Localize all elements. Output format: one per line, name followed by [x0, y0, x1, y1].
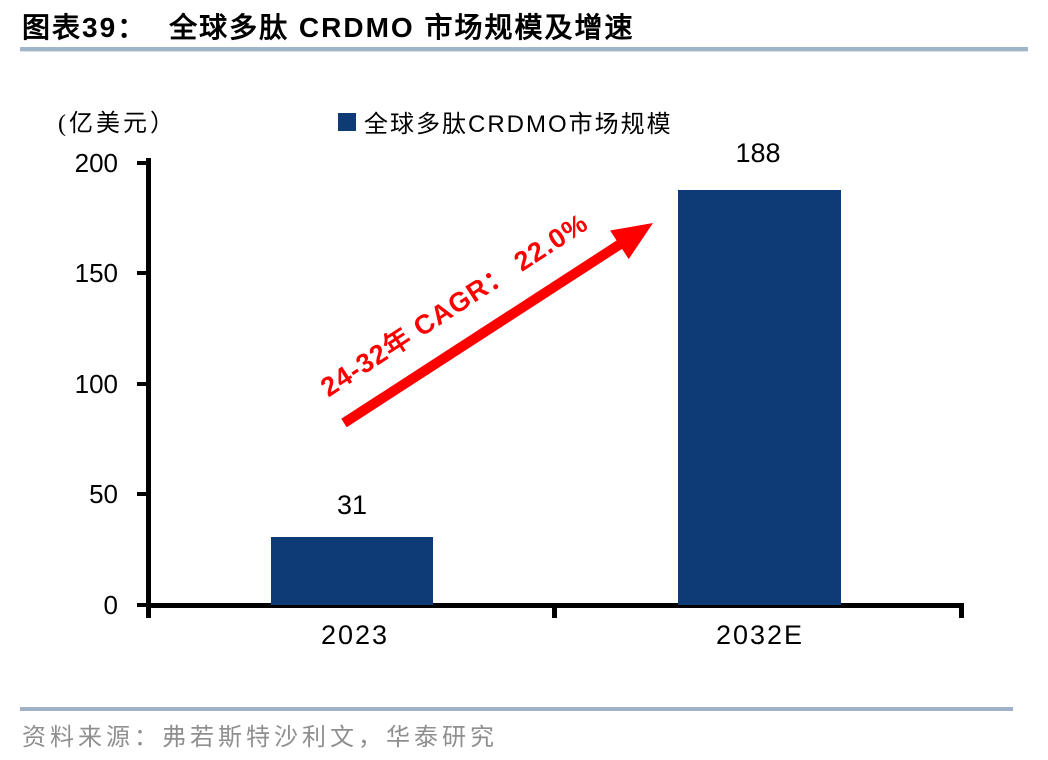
chart-legend: 全球多肽CRDMO市场规模	[338, 104, 673, 139]
figure-number-label: 图表39：	[22, 12, 148, 43]
figure-title-text: 全球多肽 CRDMO 市场规模及增速	[169, 12, 635, 43]
y-tick-mark	[137, 382, 147, 386]
legend-label: 全球多肽CRDMO市场规模	[364, 111, 673, 138]
bar-2032e	[678, 190, 841, 605]
bar-value-label-2032e: 188	[735, 138, 781, 168]
y-tick-label: 150	[74, 258, 118, 288]
cagr-annotation: 24-32年 CAGR： 22.0%	[315, 207, 594, 403]
legend-swatch-icon	[338, 112, 356, 131]
y-tick-label: 200	[74, 148, 118, 178]
x-category-label-2032e: 2032E	[715, 620, 805, 650]
cagr-arrow-head-icon	[610, 223, 653, 260]
x-category-label-2023: 2023	[320, 620, 390, 650]
x-tick-mark	[552, 605, 557, 618]
y-tick-mark	[137, 161, 147, 165]
x-tick-mark	[146, 605, 151, 618]
y-tick-label: 0	[103, 590, 118, 620]
source-attribution: 资料来源：弗若斯特沙利文，华泰研究	[22, 725, 498, 751]
y-tick-mark	[137, 271, 147, 275]
footer-divider	[20, 707, 1013, 711]
bar-value-label-2023: 31	[336, 490, 368, 520]
y-axis-unit-label: (亿美元）	[58, 111, 177, 137]
y-tick-mark	[137, 492, 147, 496]
x-tick-mark	[959, 605, 964, 618]
y-axis-line	[146, 158, 151, 608]
figure-title: 图表39： 全球多肽 CRDMO 市场规模及增速	[22, 6, 634, 46]
bar-2023	[271, 537, 433, 605]
y-tick-label: 100	[74, 369, 118, 399]
y-tick-mark	[137, 603, 147, 607]
title-divider	[20, 47, 1028, 52]
y-tick-label: 50	[89, 479, 118, 509]
